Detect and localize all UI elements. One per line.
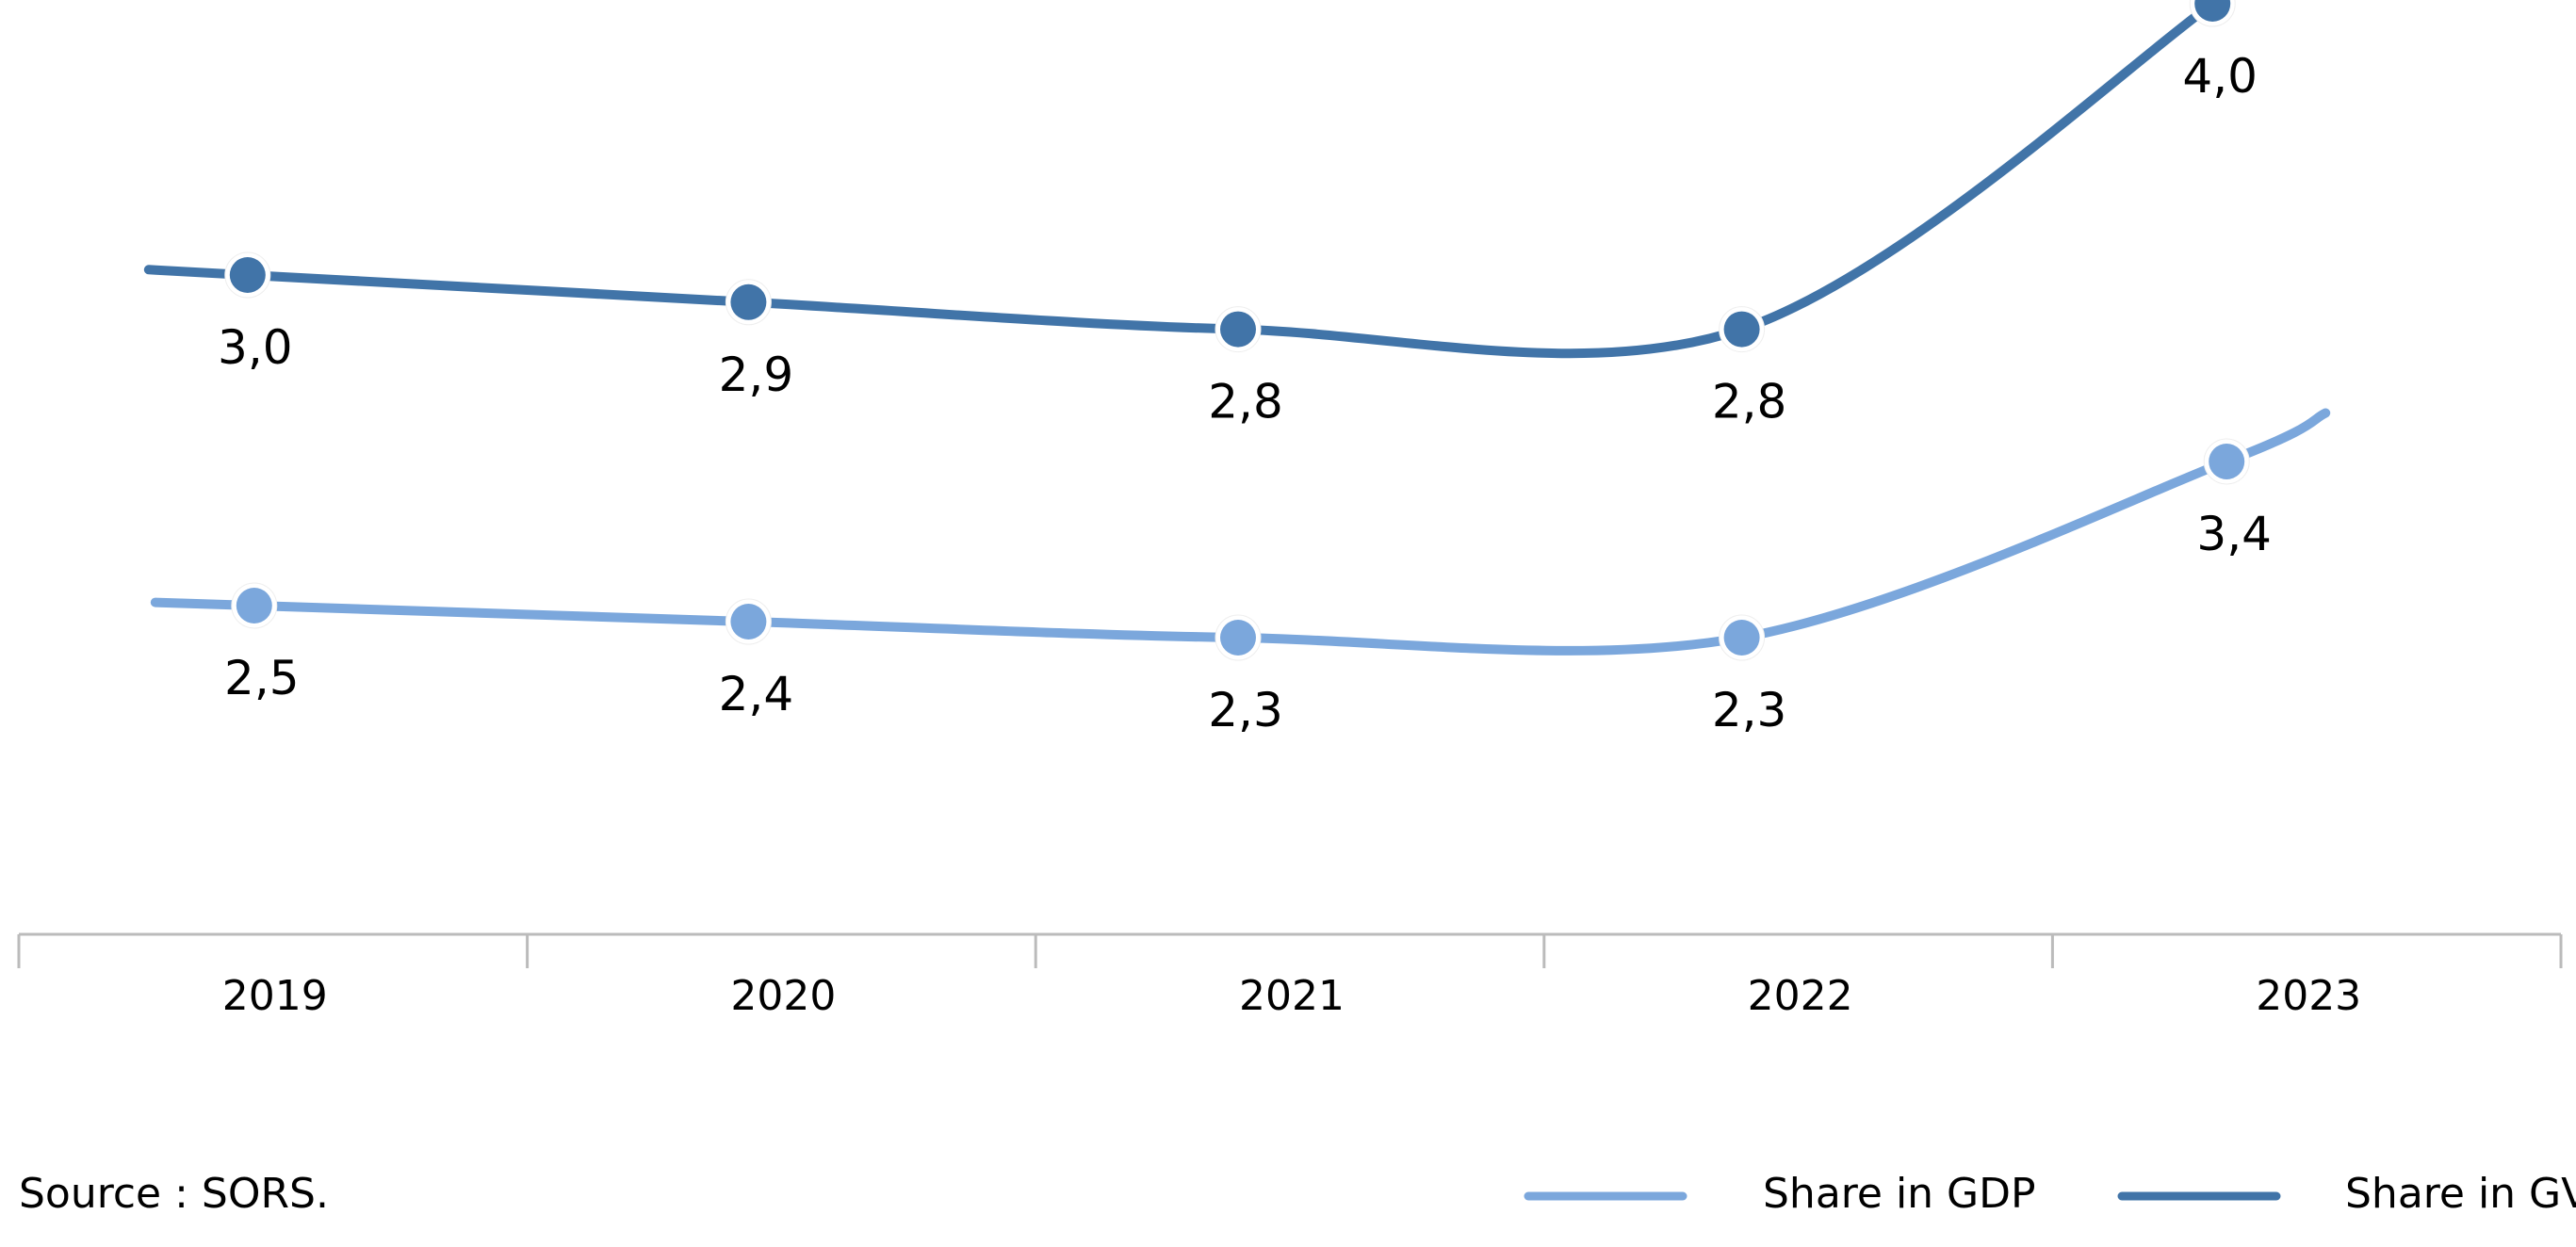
data-label: 4,0 (2182, 49, 2258, 104)
data-label: 3,4 (2196, 507, 2272, 561)
legend-entry-gva: Share in GVA (2117, 1170, 2576, 1218)
legend-entry-gdp: Share in GDP (1524, 1170, 2036, 1218)
legend-label: Share in GDP (1763, 1170, 2036, 1218)
data-label: 2,3 (1208, 683, 1283, 737)
data-point (2194, 0, 2231, 22)
data-label: 2,5 (224, 651, 300, 705)
legend: Share in GDP Share in GVA (1524, 1170, 2576, 1218)
x-tick-label: 2019 (222, 972, 328, 1020)
data-label: 2,8 (1208, 375, 1283, 429)
series-line (143, 0, 2226, 359)
data-point (236, 588, 272, 624)
data-point (1723, 311, 1760, 348)
data-point (730, 604, 767, 640)
data-point (229, 257, 266, 293)
data-point (1220, 620, 1256, 656)
data-label: 2,8 (1712, 375, 1787, 429)
x-tick-label: 2022 (1748, 972, 1853, 1020)
data-label: 2,3 (1712, 683, 1787, 737)
x-axis: 2019 2020 2021 2022 2023 (17, 932, 2563, 1020)
series-gdp: 2,5 2,4 2,3 2,3 3,4 (150, 408, 2331, 737)
series-gva: 3,0 2,9 2,8 2,8 4,0 (143, 0, 2258, 429)
data-point (2209, 444, 2245, 479)
data-label: 2,4 (719, 667, 794, 721)
plot-area: 2,5 2,4 2,3 2,3 3,4 3,0 2,9 2,8 2,8 4,0 (143, 0, 2331, 737)
data-label: 2,9 (719, 348, 794, 402)
data-label: 3,0 (218, 320, 293, 375)
legend-label: Share in GVA (2345, 1170, 2576, 1218)
data-point (1723, 620, 1760, 656)
data-point (1220, 311, 1256, 348)
x-tick-label: 2021 (1239, 972, 1345, 1020)
x-tick-label: 2020 (730, 972, 836, 1020)
data-point (730, 283, 767, 320)
x-tick-label: 2023 (2256, 972, 2361, 1020)
source-note: Source : SORS. (19, 1170, 329, 1218)
